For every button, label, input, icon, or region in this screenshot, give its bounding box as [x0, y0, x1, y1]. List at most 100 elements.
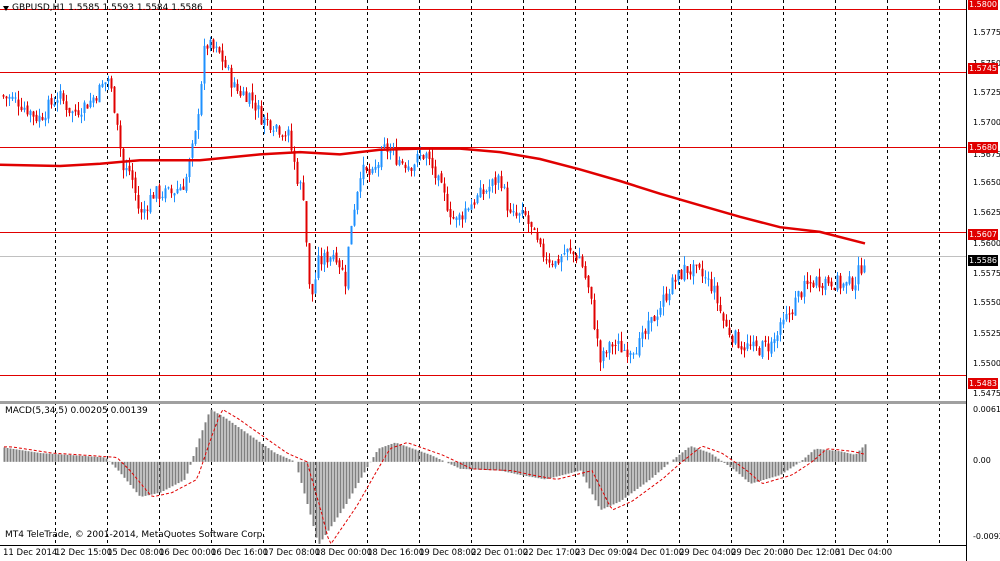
candle-body — [113, 86, 116, 113]
candle-body — [461, 215, 464, 220]
candle-body — [428, 151, 431, 160]
candle-body — [194, 131, 197, 144]
candle-body — [677, 270, 680, 281]
candle-body — [5, 96, 8, 99]
candle-body — [455, 217, 458, 221]
candle-body — [326, 251, 329, 263]
candle-body — [347, 246, 350, 289]
candle-body — [395, 147, 398, 165]
candle-body — [266, 119, 269, 121]
candle-body — [680, 269, 683, 280]
candle-body — [341, 267, 344, 270]
candle-body — [221, 50, 224, 62]
candle-body — [284, 135, 287, 137]
candle-body — [128, 165, 131, 172]
candle-body — [317, 255, 320, 279]
candle-body — [665, 293, 668, 301]
candle-body — [830, 281, 833, 287]
candle-body — [311, 283, 314, 295]
candle-body — [422, 155, 425, 159]
level-label[interactable]: 1.5800 — [968, 0, 998, 10]
candle-body — [218, 47, 221, 53]
time-label: 29 Dec 20:00 — [731, 548, 789, 558]
candle-body — [620, 340, 623, 353]
candle-body — [746, 343, 749, 349]
symbol-label: GBPUSD,H1 — [12, 3, 66, 13]
candle-body — [119, 125, 122, 149]
candle-body — [269, 120, 272, 131]
candle-body — [542, 243, 545, 258]
candle-body — [722, 313, 725, 321]
price-tick: 1.5675 — [973, 150, 1000, 159]
candle-body — [152, 194, 155, 199]
candle-body — [206, 45, 209, 49]
chevron-down-icon[interactable] — [3, 5, 9, 11]
candle-body — [59, 91, 62, 99]
candle-body — [203, 45, 206, 84]
candle-body — [239, 90, 242, 96]
candle-body — [572, 251, 575, 255]
candle-body — [224, 59, 227, 68]
candle-body — [62, 93, 65, 101]
candle-body — [29, 110, 32, 116]
candle-body — [260, 106, 263, 125]
level-label[interactable]: 1.5745 — [968, 63, 998, 74]
candle-body — [758, 348, 761, 356]
candle-body — [686, 266, 689, 273]
candle-body — [527, 215, 530, 224]
candle-body — [806, 280, 809, 285]
moving-average-line — [0, 147, 866, 245]
candle-body — [230, 67, 233, 88]
candle-body — [371, 168, 374, 174]
candle-body — [776, 335, 779, 342]
candle-body — [629, 352, 632, 355]
candle-body — [95, 98, 98, 101]
candle-body — [857, 265, 860, 285]
candle-body — [593, 299, 596, 330]
candle-body — [323, 253, 326, 265]
candle-body — [458, 214, 461, 220]
candle-body — [242, 91, 245, 96]
candle-body — [65, 101, 68, 110]
candle-body — [539, 238, 542, 245]
candle-body — [674, 279, 677, 282]
candle-body — [161, 196, 164, 198]
candle-body — [209, 39, 212, 49]
level-label[interactable]: 1.5607 — [968, 229, 998, 240]
candle-body — [467, 208, 470, 211]
candle-body — [89, 100, 92, 108]
candle-body — [122, 148, 125, 171]
candle-body — [623, 349, 626, 351]
candle-body — [482, 189, 485, 195]
candle-body — [473, 202, 476, 205]
candle-body — [92, 97, 95, 103]
candle-body — [476, 195, 479, 204]
horizontal-level-lines[interactable] — [0, 9, 966, 376]
candle-body — [233, 82, 236, 88]
candle-body — [824, 278, 827, 290]
level-label[interactable]: 1.5483 — [968, 378, 998, 389]
candle-body — [479, 187, 482, 198]
candle-body — [431, 157, 434, 169]
candle-body — [560, 256, 563, 263]
candle-body — [38, 115, 41, 122]
candle-body — [278, 126, 281, 135]
candle-body — [512, 211, 515, 213]
candle-body — [287, 129, 290, 136]
candle-body — [449, 209, 452, 218]
time-label: 16 Dec 00:00 — [159, 548, 217, 558]
level-label[interactable]: 1.5680 — [968, 142, 998, 153]
candle-body — [11, 96, 14, 99]
candle-body — [584, 266, 587, 278]
chart-title[interactable]: GBPUSD,H1 1.5585 1.5593 1.5584 1.5586 — [3, 3, 203, 13]
candle-body — [569, 247, 572, 251]
candle-body — [452, 217, 455, 219]
candle-body — [368, 168, 371, 175]
candle-body — [350, 225, 353, 245]
candle-body — [155, 186, 158, 199]
candle-body — [434, 166, 437, 179]
time-label: 11 Dec 2014 — [3, 548, 58, 558]
candle-body — [827, 276, 830, 284]
candle-body — [47, 99, 50, 119]
